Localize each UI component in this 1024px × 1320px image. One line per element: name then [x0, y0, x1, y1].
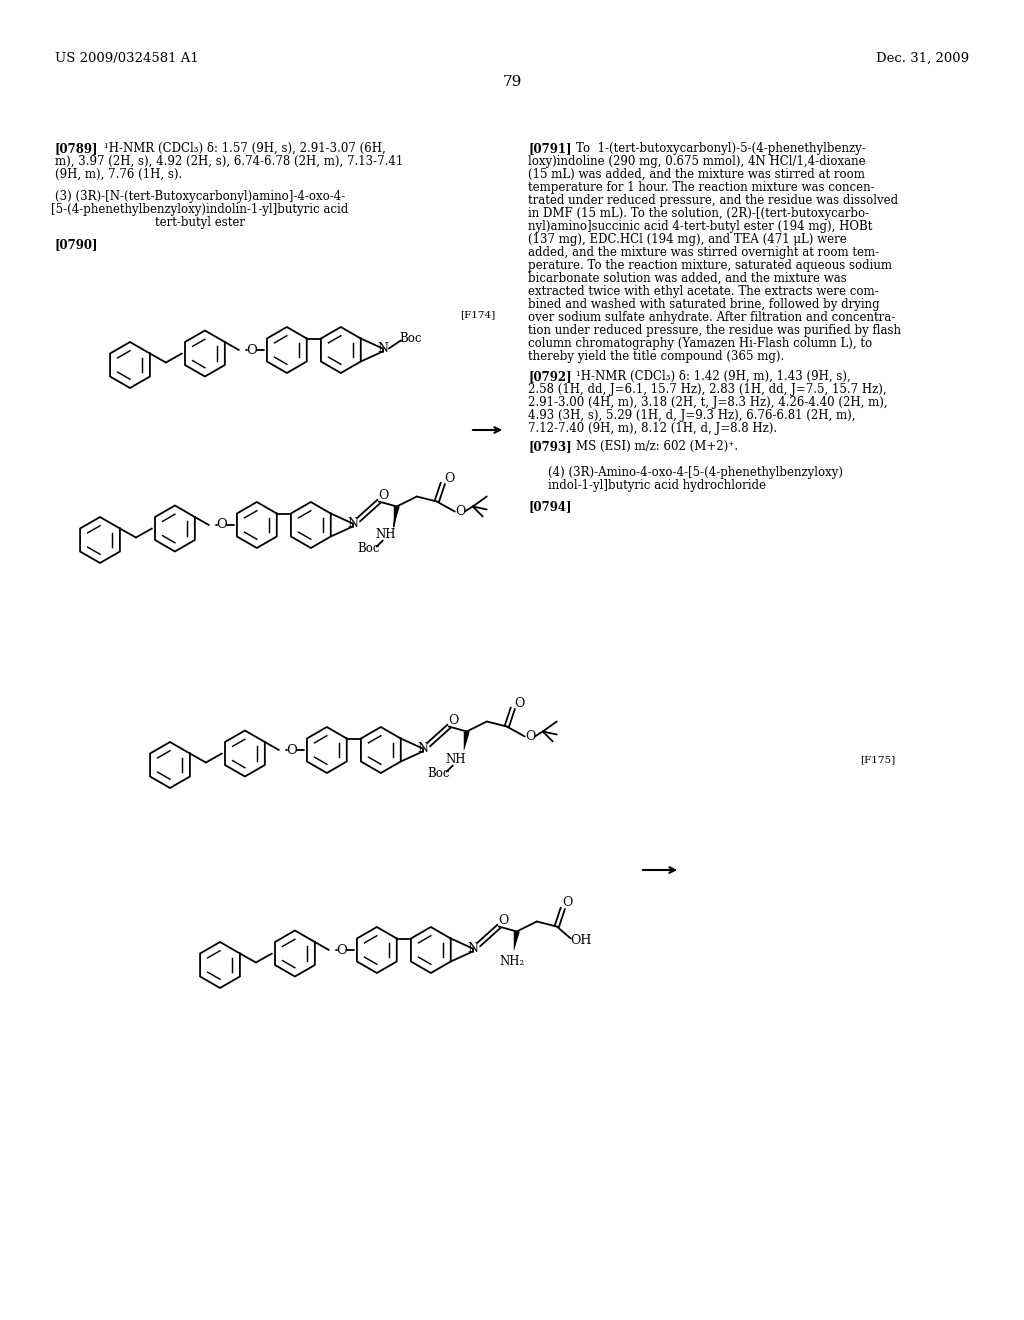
Text: over sodium sulfate anhydrate. After filtration and concentra-: over sodium sulfate anhydrate. After fil…	[528, 312, 895, 323]
Text: column chromatography (Yamazen Hi-Flash column L), to: column chromatography (Yamazen Hi-Flash …	[528, 337, 872, 350]
Text: 4.93 (3H, s), 5.29 (1H, d, J=9.3 Hz), 6.76-6.81 (2H, m),: 4.93 (3H, s), 5.29 (1H, d, J=9.3 Hz), 6.…	[528, 409, 855, 422]
Text: N: N	[377, 342, 388, 355]
Text: Boc: Boc	[427, 767, 450, 780]
Text: NH: NH	[445, 752, 466, 766]
Text: 2.91-3.00 (4H, m), 3.18 (2H, t, J=8.3 Hz), 4.26-4.40 (2H, m),: 2.91-3.00 (4H, m), 3.18 (2H, t, J=8.3 Hz…	[528, 396, 888, 409]
Text: O: O	[444, 473, 455, 484]
Text: [F175]: [F175]	[860, 755, 895, 764]
Text: NH₂: NH₂	[499, 954, 524, 968]
Text: bined and washed with saturated brine, followed by drying: bined and washed with saturated brine, f…	[528, 298, 880, 312]
Text: added, and the mixture was stirred overnight at room tem-: added, and the mixture was stirred overn…	[528, 246, 880, 259]
Text: O: O	[379, 488, 389, 502]
Text: O: O	[216, 519, 227, 532]
Text: O: O	[287, 743, 297, 756]
Text: (3) (3R)-[N-(tert-Butoxycarbonyl)amino]-4-oxo-4-: (3) (3R)-[N-(tert-Butoxycarbonyl)amino]-…	[55, 190, 345, 203]
Text: US 2009/0324581 A1: US 2009/0324581 A1	[55, 51, 199, 65]
Text: trated under reduced pressure, and the residue was dissolved: trated under reduced pressure, and the r…	[528, 194, 898, 207]
Text: bicarbonate solution was added, and the mixture was: bicarbonate solution was added, and the …	[528, 272, 847, 285]
Text: (137 mg), EDC.HCl (194 mg), and TEA (471 μL) were: (137 mg), EDC.HCl (194 mg), and TEA (471…	[528, 234, 847, 246]
Text: N: N	[347, 517, 358, 531]
Polygon shape	[514, 932, 520, 952]
Text: N: N	[417, 742, 428, 755]
Text: tert-butyl ester: tert-butyl ester	[155, 216, 245, 228]
Text: O: O	[562, 896, 573, 909]
Text: [0791]: [0791]	[528, 143, 571, 154]
Text: O: O	[525, 730, 536, 743]
Text: [F174]: [F174]	[460, 310, 496, 319]
Text: NH: NH	[376, 528, 396, 541]
Text: (9H, m), 7.76 (1H, s).: (9H, m), 7.76 (1H, s).	[55, 168, 182, 181]
Text: Dec. 31, 2009: Dec. 31, 2009	[876, 51, 969, 65]
Text: O: O	[449, 714, 459, 727]
Text: [0792]: [0792]	[528, 370, 571, 383]
Text: N: N	[467, 942, 478, 954]
Text: O: O	[247, 343, 257, 356]
Text: [0793]: [0793]	[528, 440, 571, 453]
Text: Boc: Boc	[399, 333, 422, 345]
Text: perature. To the reaction mixture, saturated aqueous sodium: perature. To the reaction mixture, satur…	[528, 259, 892, 272]
Text: loxy)indoline (290 mg, 0.675 mmol), 4N HCl/1,4-dioxane: loxy)indoline (290 mg, 0.675 mmol), 4N H…	[528, 154, 865, 168]
Text: Boc: Boc	[357, 543, 380, 554]
Text: [0794]: [0794]	[528, 500, 571, 513]
Text: [5-(4-phenethylbenzyloxy)indolin-1-yl]butyric acid: [5-(4-phenethylbenzyloxy)indolin-1-yl]bu…	[51, 203, 348, 216]
Text: ¹H-NMR (CDCl₃) δ: 1.57 (9H, s), 2.91-3.07 (6H,: ¹H-NMR (CDCl₃) δ: 1.57 (9H, s), 2.91-3.0…	[104, 143, 386, 154]
Text: O: O	[337, 944, 347, 957]
Text: O: O	[515, 697, 525, 710]
Text: O: O	[456, 506, 466, 517]
Polygon shape	[464, 731, 470, 751]
Text: O: O	[499, 913, 509, 927]
Text: [0790]: [0790]	[55, 238, 98, 251]
Text: temperature for 1 hour. The reaction mixture was concen-: temperature for 1 hour. The reaction mix…	[528, 181, 874, 194]
Text: 2.58 (1H, dd, J=6.1, 15.7 Hz), 2.83 (1H, dd, J=7.5, 15.7 Hz),: 2.58 (1H, dd, J=6.1, 15.7 Hz), 2.83 (1H,…	[528, 383, 887, 396]
Text: To  1-(tert-butoxycarbonyl)-5-(4-phenethylbenzy-: To 1-(tert-butoxycarbonyl)-5-(4-phenethy…	[575, 143, 865, 154]
Text: indol-1-yl]butyric acid hydrochloride: indol-1-yl]butyric acid hydrochloride	[548, 479, 766, 492]
Text: nyl)amino]succinic acid 4-tert-butyl ester (194 mg), HOBt: nyl)amino]succinic acid 4-tert-butyl est…	[528, 220, 872, 234]
Polygon shape	[394, 507, 399, 527]
Text: MS (ESI) m/z: 602 (M+2)⁺.: MS (ESI) m/z: 602 (M+2)⁺.	[575, 440, 738, 453]
Text: extracted twice with ethyl acetate. The extracts were com-: extracted twice with ethyl acetate. The …	[528, 285, 879, 298]
Text: ¹H-NMR (CDCl₃) δ: 1.42 (9H, m), 1.43 (9H, s),: ¹H-NMR (CDCl₃) δ: 1.42 (9H, m), 1.43 (9H…	[575, 370, 851, 383]
Text: [0789]: [0789]	[55, 143, 98, 154]
Text: (15 mL) was added, and the mixture was stirred at room: (15 mL) was added, and the mixture was s…	[528, 168, 865, 181]
Text: tion under reduced pressure, the residue was purified by flash: tion under reduced pressure, the residue…	[528, 323, 901, 337]
Text: 79: 79	[503, 75, 521, 88]
Text: OH: OH	[570, 935, 592, 946]
Text: m), 3.97 (2H, s), 4.92 (2H, s), 6.74-6.78 (2H, m), 7.13-7.41: m), 3.97 (2H, s), 4.92 (2H, s), 6.74-6.7…	[55, 154, 403, 168]
Text: 7.12-7.40 (9H, m), 8.12 (1H, d, J=8.8 Hz).: 7.12-7.40 (9H, m), 8.12 (1H, d, J=8.8 Hz…	[528, 422, 777, 436]
Text: (4) (3R)-Amino-4-oxo-4-[5-(4-phenethylbenzyloxy): (4) (3R)-Amino-4-oxo-4-[5-(4-phenethylbe…	[548, 466, 843, 479]
Text: in DMF (15 mL). To the solution, (2R)-[(tert-butoxycarbo-: in DMF (15 mL). To the solution, (2R)-[(…	[528, 207, 869, 220]
Text: thereby yield the title compound (365 mg).: thereby yield the title compound (365 mg…	[528, 350, 784, 363]
